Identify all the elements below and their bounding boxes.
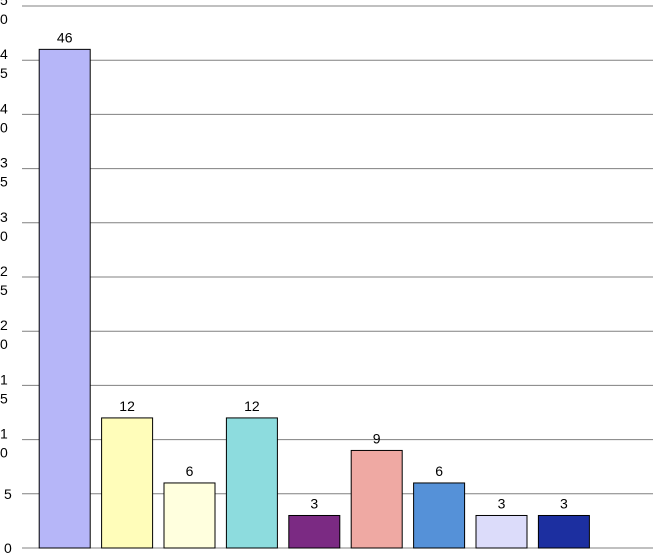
data-label-5: 3 xyxy=(310,495,318,511)
y-tick-label-5: 5 xyxy=(4,486,12,502)
bar-9 xyxy=(537,514,590,549)
data-label-8: 3 xyxy=(498,495,506,511)
data-label-3: 6 xyxy=(186,463,194,479)
y-axis-tick-labels: 0 5 1 0 1 5 2 0 2 5 3 0 3 5 4 0 4 5 5 0 xyxy=(0,0,12,556)
data-label-7: 6 xyxy=(435,463,443,479)
bar-5 xyxy=(288,514,341,549)
data-label-6: 9 xyxy=(373,430,381,446)
y-tick-label-0: 0 xyxy=(4,540,12,556)
bar-3 xyxy=(163,482,216,549)
data-label-4: 12 xyxy=(244,398,260,414)
data-label-9: 3 xyxy=(560,495,568,511)
bar-2 xyxy=(101,417,154,549)
bars xyxy=(38,48,590,549)
bar-6 xyxy=(350,449,403,549)
data-label-2: 12 xyxy=(119,398,135,414)
bar-4 xyxy=(225,417,278,549)
bar-1 xyxy=(38,48,91,549)
bar-8 xyxy=(475,514,528,549)
data-labels: 46 12 6 12 3 9 6 3 3 xyxy=(57,29,568,511)
data-label-1: 46 xyxy=(57,29,73,45)
bar-7 xyxy=(413,482,466,549)
